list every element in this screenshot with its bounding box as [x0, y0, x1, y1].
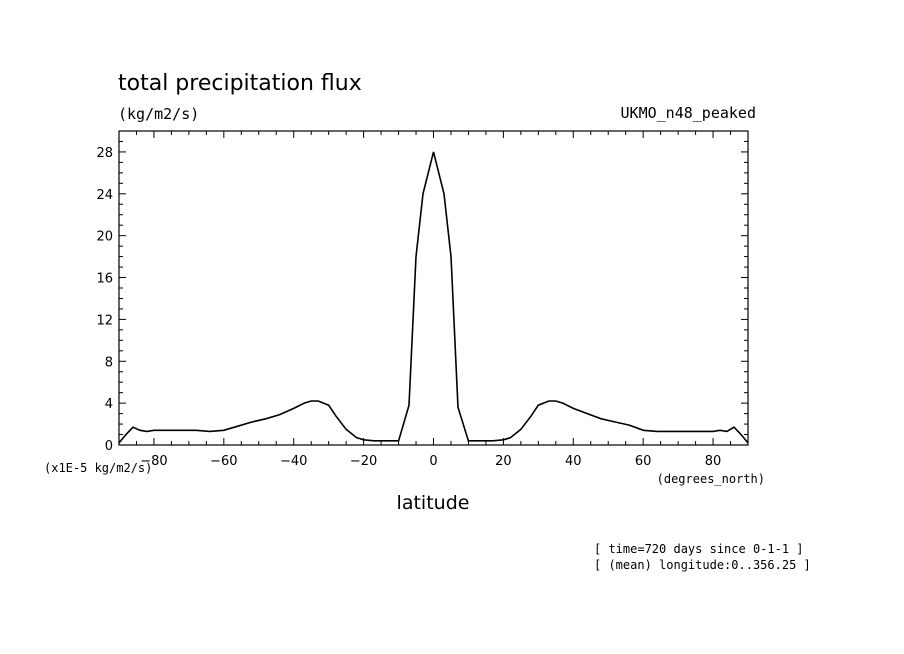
y-units-label: (x1E-5 kg/m2/s): [44, 461, 152, 475]
y-tick-labels: 0 4 8 12 16 20 24 28: [96, 146, 113, 454]
x-axis-label: latitude: [397, 492, 470, 514]
y-tick-label: 4: [105, 397, 113, 412]
units-label: (kg/m2/s): [118, 105, 199, 123]
x-tick-labels: −80 −60 −40 −20 0 20 40 60 80: [140, 454, 721, 469]
x-tick-label: 60: [635, 454, 652, 469]
axis-ticks: [118, 130, 749, 446]
y-tick-label: 24: [96, 188, 113, 203]
y-tick-label: 28: [96, 146, 113, 161]
dataset-label: UKMO_n48_peaked: [621, 104, 756, 122]
y-tick-label: 12: [96, 313, 113, 328]
x-tick-label: 20: [495, 454, 512, 469]
longitude-annotation: [ (mean) longitude:0..356.25 ]: [594, 558, 811, 572]
x-tick-label: −60: [210, 454, 237, 469]
y-tick-label: 20: [96, 230, 113, 245]
x-tick-label: −20: [350, 454, 377, 469]
y-tick-label: 8: [105, 355, 113, 370]
x-tick-label: 40: [565, 454, 582, 469]
chart-title: total precipitation flux: [118, 71, 362, 96]
x-units-label: (degrees_north): [657, 472, 765, 486]
x-tick-label: 0: [429, 454, 437, 469]
x-tick-label: −40: [280, 454, 307, 469]
y-tick-label: 16: [96, 272, 113, 287]
precipitation-series-line: [118, 151, 749, 444]
x-tick-label: 80: [705, 454, 722, 469]
time-annotation: [ time=720 days since 0-1-1 ]: [594, 542, 804, 556]
x-tick-label: −80: [140, 454, 167, 469]
y-tick-label: 0: [105, 439, 113, 454]
plot-frame: [118, 130, 749, 446]
